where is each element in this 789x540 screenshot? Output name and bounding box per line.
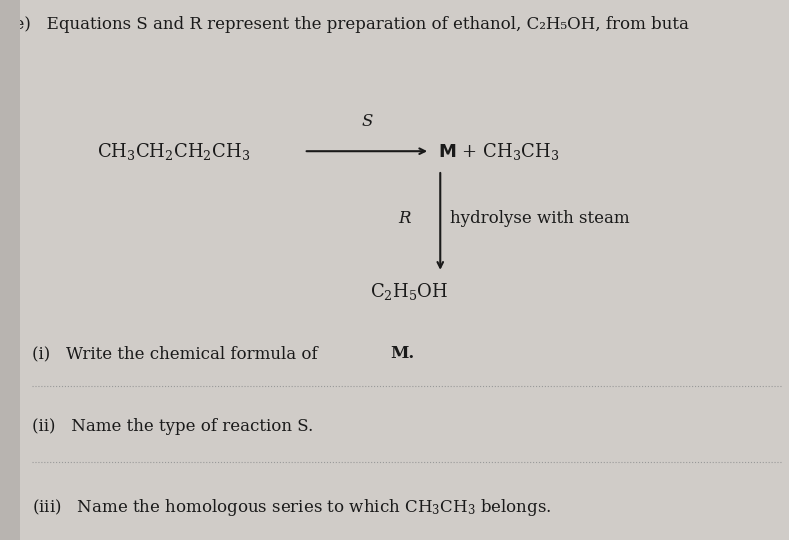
Text: (e)   Equations S and R represent the preparation of ethanol, C₂H₅OH, from buta: (e) Equations S and R represent the prep…	[8, 16, 689, 33]
Text: (i)   Write the chemical formula of: (i) Write the chemical formula of	[32, 345, 323, 362]
Text: $\mathregular{C_2H_5OH}$: $\mathregular{C_2H_5OH}$	[369, 281, 448, 302]
Bar	[0, 0, 20, 540]
Text: $\mathregular{CH_3CH_2CH_2CH_3}$: $\mathregular{CH_3CH_2CH_2CH_3}$	[97, 141, 250, 161]
Text: (iii)   Name the homologous series to which $\mathregular{CH_3CH_3}$ belongs.: (iii) Name the homologous series to whic…	[32, 497, 552, 518]
Text: (ii)   Name the type of reaction S.: (ii) Name the type of reaction S.	[32, 418, 312, 435]
Text: R: R	[398, 210, 410, 227]
Text: $\mathbf{M}\ \mathregular{+\ CH_3CH_3}$: $\mathbf{M}\ \mathregular{+\ CH_3CH_3}$	[438, 141, 559, 161]
Text: S: S	[361, 113, 372, 130]
Text: hydrolyse with steam: hydrolyse with steam	[450, 210, 630, 227]
Text: M.: M.	[391, 345, 415, 362]
